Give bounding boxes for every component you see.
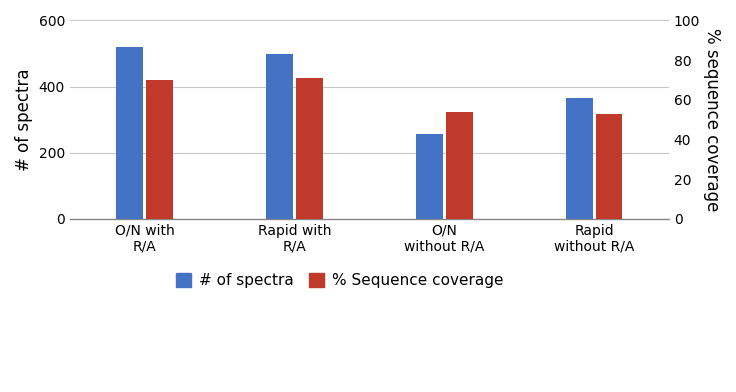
Bar <box>595 114 623 219</box>
Bar <box>416 134 443 219</box>
Bar <box>116 47 144 219</box>
Bar <box>296 78 323 219</box>
Legend: # of spectra, % Sequence coverage: # of spectra, % Sequence coverage <box>169 267 509 294</box>
Bar <box>146 80 173 219</box>
Bar <box>266 54 293 219</box>
Bar <box>565 98 592 219</box>
Bar <box>446 112 473 219</box>
Y-axis label: # of spectra: # of spectra <box>15 68 33 171</box>
Y-axis label: % sequence coverage: % sequence coverage <box>703 28 721 211</box>
